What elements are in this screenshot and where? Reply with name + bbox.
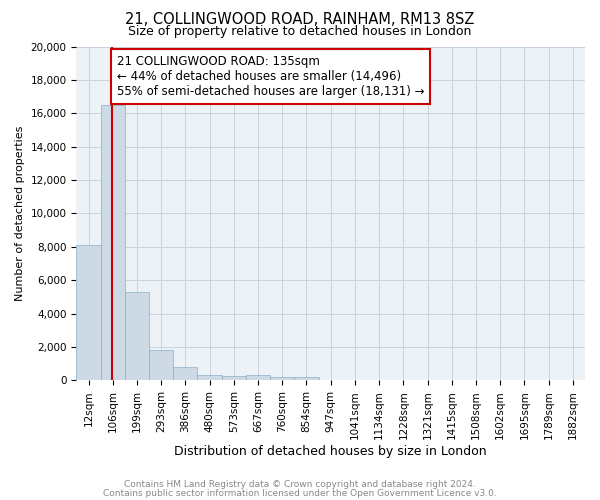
Bar xyxy=(173,367,197,380)
Bar xyxy=(197,376,222,380)
Text: 21 COLLINGWOOD ROAD: 135sqm
← 44% of detached houses are smaller (14,496)
55% of: 21 COLLINGWOOD ROAD: 135sqm ← 44% of det… xyxy=(117,55,425,98)
Bar xyxy=(125,292,149,380)
Text: Contains public sector information licensed under the Open Government Licence v3: Contains public sector information licen… xyxy=(103,489,497,498)
Bar xyxy=(76,245,101,380)
Text: Size of property relative to detached houses in London: Size of property relative to detached ho… xyxy=(128,25,472,38)
Bar xyxy=(270,377,295,380)
Bar xyxy=(246,376,270,380)
Text: Contains HM Land Registry data © Crown copyright and database right 2024.: Contains HM Land Registry data © Crown c… xyxy=(124,480,476,489)
Bar xyxy=(101,105,125,380)
Text: 21, COLLINGWOOD ROAD, RAINHAM, RM13 8SZ: 21, COLLINGWOOD ROAD, RAINHAM, RM13 8SZ xyxy=(125,12,475,28)
Bar xyxy=(295,377,319,380)
Bar xyxy=(149,350,173,380)
Bar xyxy=(222,376,246,380)
X-axis label: Distribution of detached houses by size in London: Distribution of detached houses by size … xyxy=(175,444,487,458)
Y-axis label: Number of detached properties: Number of detached properties xyxy=(15,126,25,301)
